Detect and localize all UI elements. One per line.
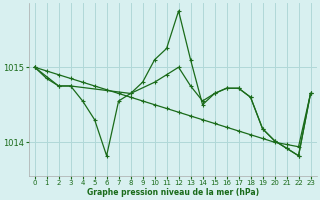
X-axis label: Graphe pression niveau de la mer (hPa): Graphe pression niveau de la mer (hPa) bbox=[86, 188, 259, 197]
